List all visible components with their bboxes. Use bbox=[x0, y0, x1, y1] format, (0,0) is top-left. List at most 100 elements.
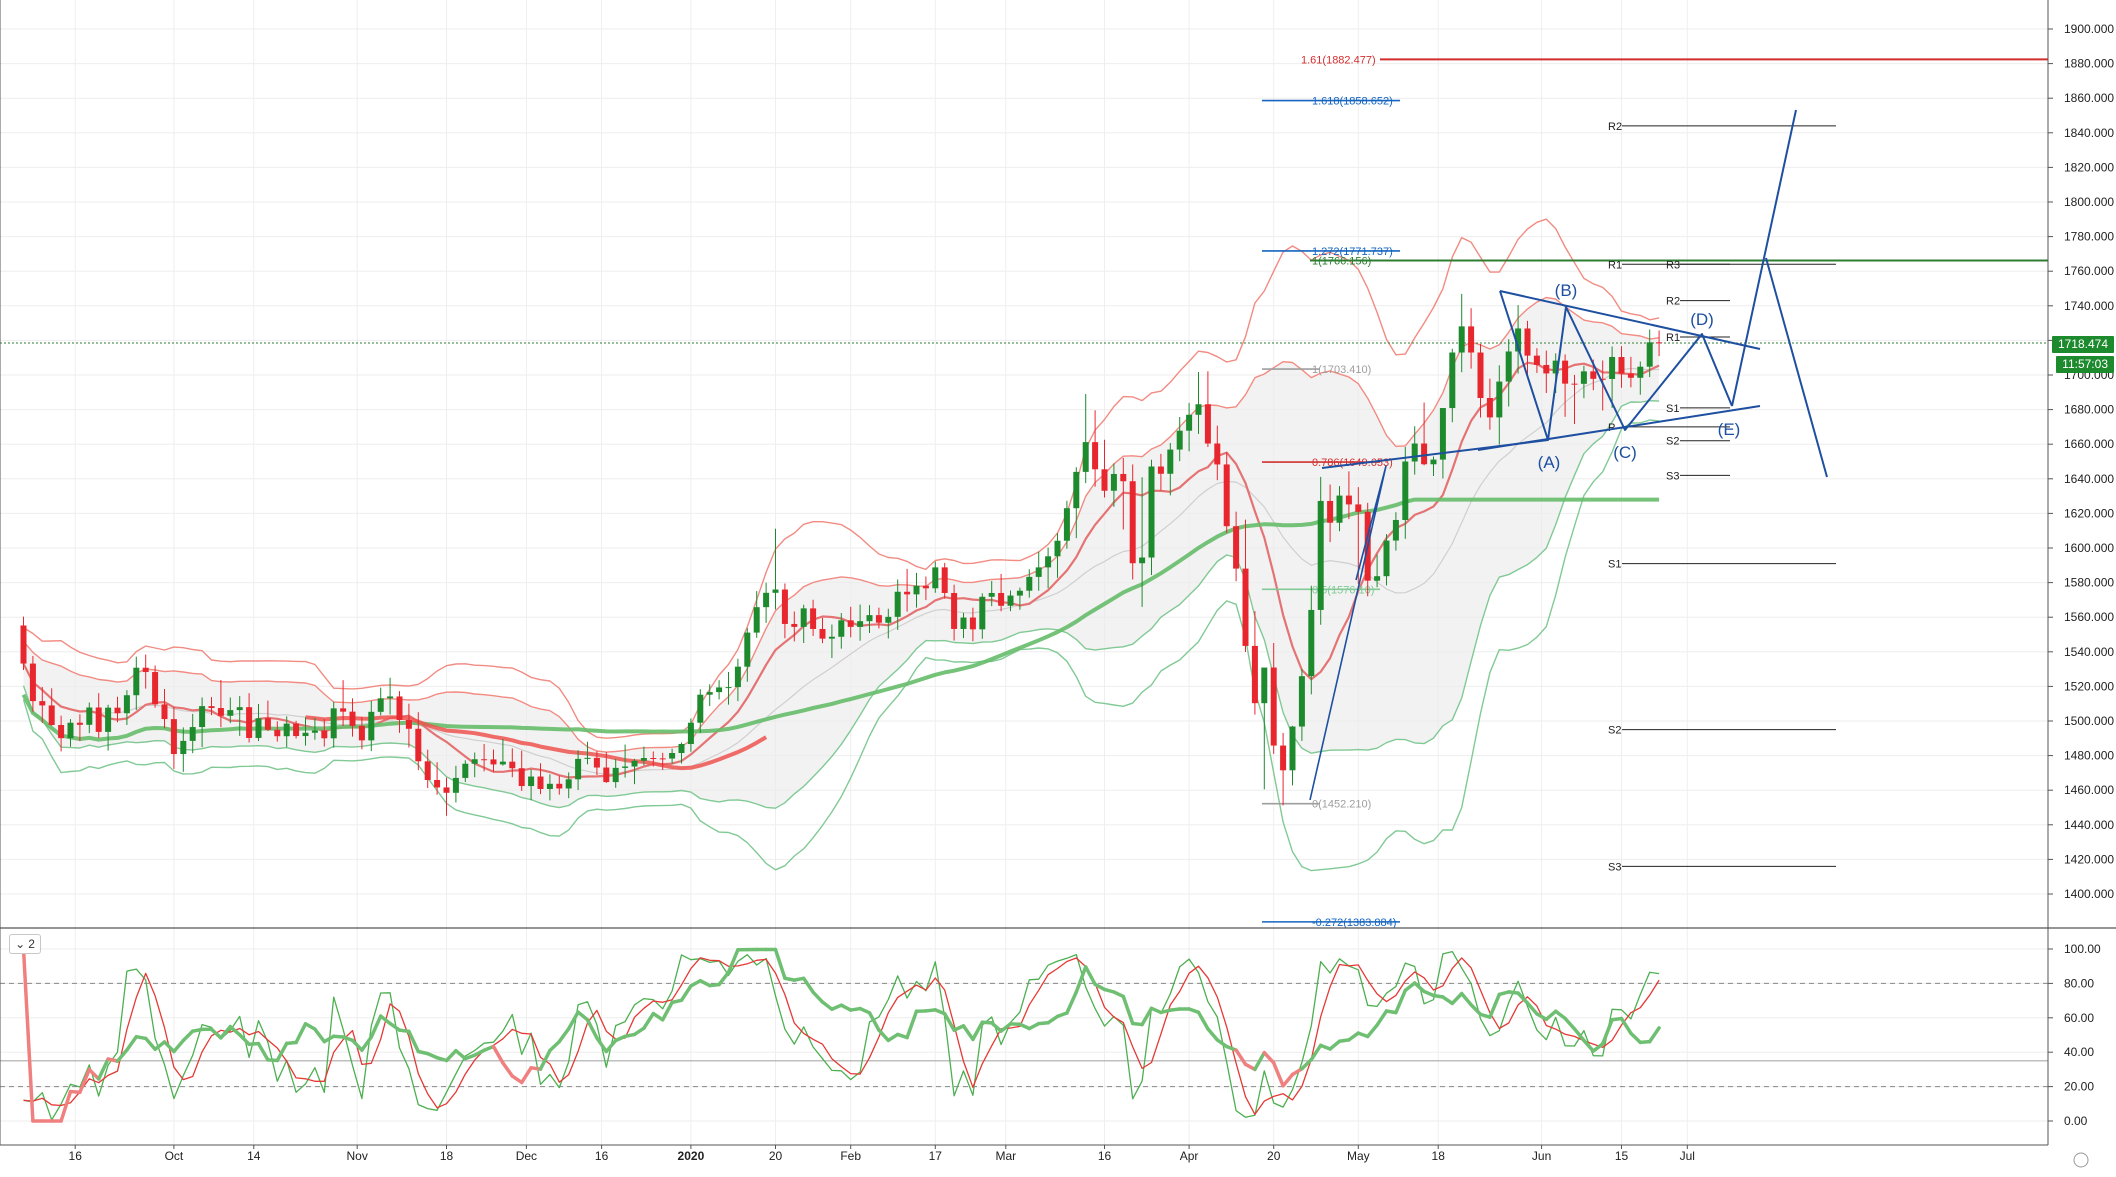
candle-body bbox=[594, 758, 600, 768]
candle-body bbox=[1299, 676, 1305, 726]
candle-body bbox=[979, 597, 985, 630]
candle-body bbox=[989, 593, 995, 597]
candle-body bbox=[1534, 356, 1540, 365]
candle-body bbox=[1055, 541, 1061, 557]
candle-body bbox=[556, 784, 562, 789]
time-tick-label: 16 bbox=[595, 1149, 609, 1163]
pivot-label: S3 bbox=[1608, 861, 1621, 873]
candle-body bbox=[1487, 398, 1493, 417]
candle-body bbox=[970, 618, 976, 630]
grid bbox=[0, 0, 2048, 1145]
osc-rsi-segment bbox=[569, 1012, 578, 1029]
time-tick-label: Apr bbox=[1180, 1149, 1199, 1163]
price-tick-label: 1600.000 bbox=[2064, 541, 2114, 555]
candle-body bbox=[791, 624, 797, 627]
osc-rsi-segment bbox=[1283, 1074, 1292, 1085]
candle-body bbox=[1111, 474, 1117, 491]
candle-body bbox=[21, 626, 27, 664]
candle-body bbox=[650, 758, 656, 759]
osc-rsi-segment bbox=[813, 992, 822, 1002]
time-tick-label: May bbox=[1347, 1149, 1370, 1163]
osc-rsi-segment bbox=[1086, 967, 1095, 984]
fib-level-label: 1.618(1858.652) bbox=[1312, 96, 1393, 108]
candle-body bbox=[86, 708, 92, 725]
osc-rsi-segment bbox=[550, 1042, 559, 1051]
candle-body bbox=[444, 787, 450, 792]
fib-level-label: 0(1452.210) bbox=[1312, 799, 1371, 811]
oscillator-pane-toggle[interactable]: ⌄ 2 bbox=[9, 934, 41, 954]
candle-body bbox=[1026, 577, 1032, 591]
candle-body bbox=[857, 621, 863, 627]
time-tick-label: Mar bbox=[995, 1149, 1016, 1163]
osc-rsi-segment bbox=[127, 1037, 136, 1050]
time-tick-label: Oct bbox=[165, 1149, 184, 1163]
candle-body bbox=[1318, 501, 1324, 610]
candle-body bbox=[406, 720, 412, 729]
candle-body bbox=[1149, 467, 1155, 558]
pivot-label: S1 bbox=[1608, 559, 1621, 571]
osc-rsi-segment bbox=[183, 1031, 192, 1040]
candle-body bbox=[1327, 501, 1333, 523]
candle-body bbox=[838, 620, 844, 636]
candle-body bbox=[1346, 496, 1352, 505]
osc-rsi-segment bbox=[879, 1030, 888, 1040]
candle-body bbox=[49, 705, 55, 725]
candle-body bbox=[1393, 520, 1399, 541]
candle-body bbox=[744, 633, 750, 667]
osc-rsi-segment bbox=[1368, 1025, 1377, 1036]
price-tick-label: 1500.000 bbox=[2064, 714, 2114, 728]
candle-body bbox=[133, 668, 139, 696]
candle-body bbox=[124, 695, 130, 713]
price-tick-label: 1880.000 bbox=[2064, 57, 2114, 71]
osc-rsi-segment bbox=[61, 1092, 70, 1121]
candle-body bbox=[1609, 357, 1615, 379]
price-tick-label: 1660.000 bbox=[2064, 437, 2114, 451]
candle-body bbox=[293, 724, 299, 736]
candle-body bbox=[1543, 365, 1549, 373]
osc-rsi-segment bbox=[1208, 1029, 1217, 1040]
candle-body bbox=[754, 607, 760, 632]
pivot-label: S2 bbox=[1608, 725, 1621, 737]
oscillator-pane bbox=[0, 928, 2116, 1121]
time-tick-label: 16 bbox=[69, 1149, 83, 1163]
candle-body bbox=[1064, 508, 1070, 541]
auto-scale-icon bbox=[2074, 1153, 2088, 1167]
candle-body bbox=[829, 637, 835, 639]
price-tick-label: 1800.000 bbox=[2064, 195, 2114, 209]
candle-body bbox=[998, 593, 1004, 606]
candle-body bbox=[1290, 727, 1296, 771]
candle-body bbox=[1525, 328, 1531, 355]
pivot-label: S1 bbox=[1666, 403, 1679, 415]
osc-rsi-segment bbox=[1452, 994, 1461, 1004]
candle-body bbox=[867, 615, 873, 621]
osc-rsi-segment bbox=[362, 1037, 371, 1050]
candle-body bbox=[1158, 467, 1164, 474]
candle-body bbox=[1130, 481, 1136, 563]
candle-body bbox=[622, 766, 628, 767]
candle-body bbox=[397, 696, 403, 720]
candle-body bbox=[171, 719, 177, 754]
time-tick-label: Jul bbox=[1680, 1149, 1695, 1163]
candle-body bbox=[162, 704, 168, 719]
osc-rsi-segment bbox=[1622, 1019, 1631, 1034]
osc-tick-label: 0.00 bbox=[2064, 1114, 2088, 1128]
time-tick-label: 18 bbox=[1432, 1149, 1446, 1163]
candle-body bbox=[1177, 431, 1183, 450]
candle-body bbox=[1581, 371, 1587, 383]
price-tick-label: 1780.000 bbox=[2064, 230, 2114, 244]
osc-rsi-segment bbox=[1650, 1028, 1659, 1042]
candle-body bbox=[726, 687, 732, 688]
fib-level-label: -0.272(1383.884) bbox=[1312, 917, 1396, 929]
price-tick-label: 1520.000 bbox=[2064, 679, 2114, 693]
candle-body bbox=[237, 707, 243, 710]
candle-body bbox=[1186, 415, 1192, 431]
projection-up bbox=[1732, 110, 1796, 406]
candle-body bbox=[96, 708, 102, 732]
osc-rsi-segment bbox=[606, 1040, 615, 1051]
osc-rsi-segment bbox=[1330, 1041, 1339, 1049]
candle-body bbox=[876, 615, 882, 623]
price-tick-label: 1400.000 bbox=[2064, 887, 2114, 901]
candle-body bbox=[115, 708, 121, 714]
